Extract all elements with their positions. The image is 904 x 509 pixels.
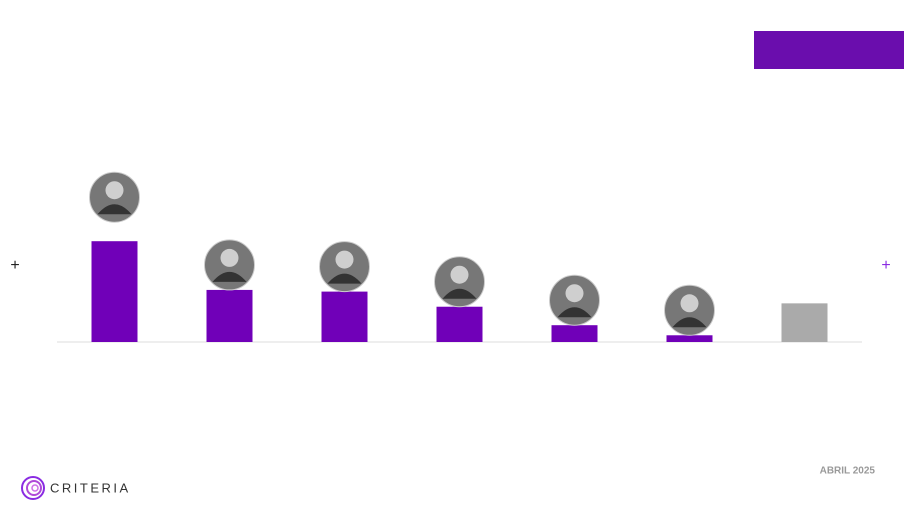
photo-face <box>565 284 584 303</box>
photo-body <box>212 271 247 282</box>
brand: CRITERIA <box>50 480 131 495</box>
logo: CRITERIA <box>21 476 131 500</box>
bar <box>666 335 713 342</box>
date: ABRIL 2025 <box>820 466 876 477</box>
photo-body <box>557 307 592 318</box>
logo-ring <box>21 476 45 500</box>
photo-body <box>97 204 132 215</box>
photo-face <box>450 265 469 284</box>
photo-face <box>220 248 239 267</box>
marker: + <box>881 257 890 274</box>
bar <box>206 289 253 342</box>
bar <box>781 303 828 342</box>
photo-body <box>327 273 362 284</box>
marker: + <box>10 257 19 274</box>
header-block <box>754 31 904 69</box>
bar <box>551 325 598 342</box>
logo-ring <box>31 484 39 492</box>
photo-body <box>442 288 477 299</box>
bar <box>436 306 483 342</box>
logo-ring <box>26 480 42 496</box>
photo-face <box>105 181 124 200</box>
bar <box>321 291 368 342</box>
photo-body <box>672 317 707 328</box>
photo-face <box>680 294 699 313</box>
photo-face <box>335 250 354 269</box>
bar <box>91 241 138 342</box>
